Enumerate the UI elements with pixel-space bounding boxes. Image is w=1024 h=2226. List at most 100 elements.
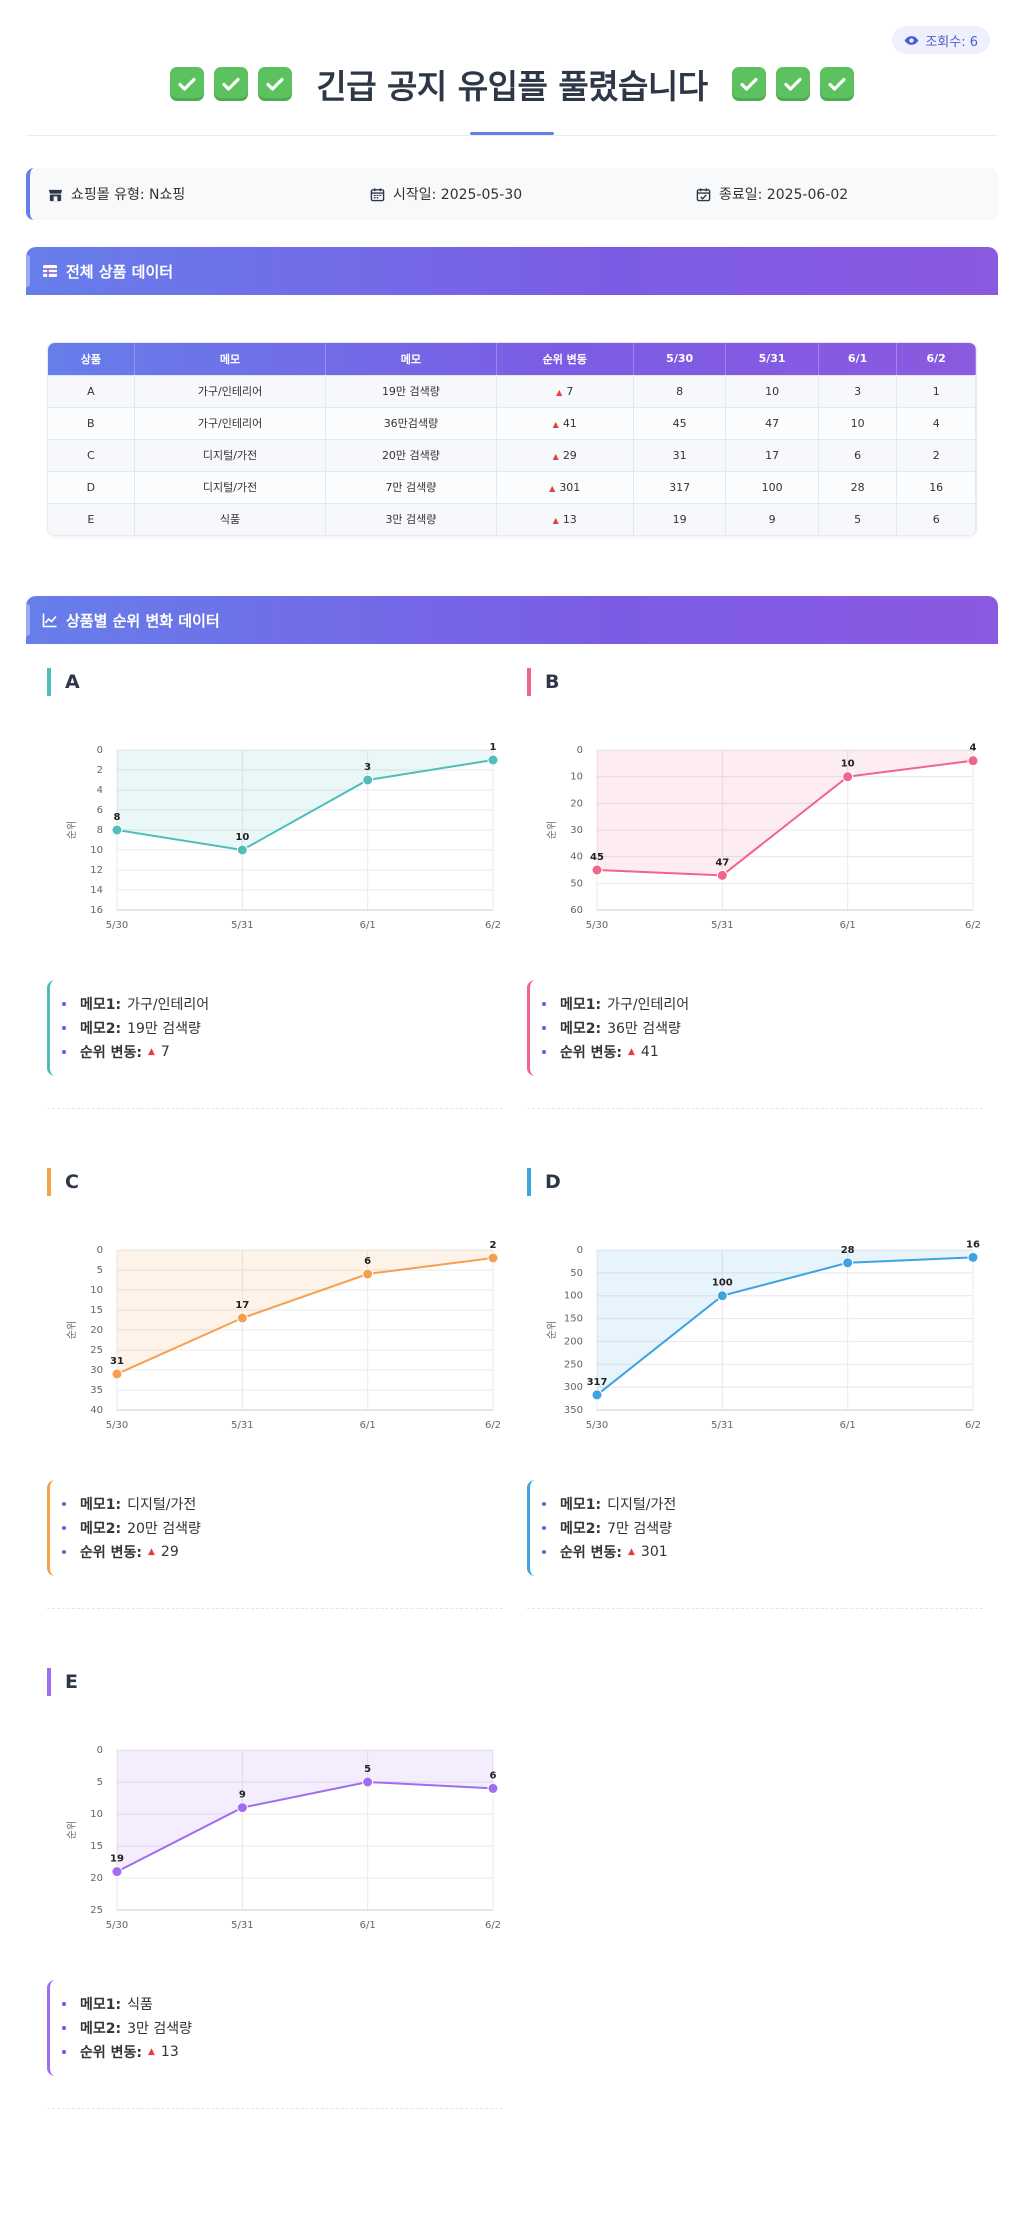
y-axis-label: 순위 [545, 821, 558, 839]
memo2-value: 19만 검색량 [127, 1021, 201, 1037]
table-cell: 100 [725, 470, 819, 503]
memo2-value: 36만 검색량 [607, 1021, 681, 1037]
data-point [716, 1290, 728, 1302]
table-cell: D [48, 470, 135, 503]
y-axis-label: 순위 [545, 1321, 558, 1339]
rank-change-item: 순위 변동: ▲ 29 [62, 1540, 503, 1564]
card-divider [47, 1108, 503, 1109]
chart-section-title: 상품별 순위 변화 데이터 [66, 611, 220, 630]
series-line [596, 1256, 974, 1396]
product-memo: 메모1: 식품 메모2: 3만 검색량 순위 변동: ▲ 13 [47, 1980, 503, 2076]
memo1-value: 디지털/가전 [607, 1497, 677, 1513]
data-label: 100 [712, 1278, 733, 1289]
data-point [236, 1802, 248, 1814]
card-divider [47, 1608, 503, 1609]
product-table: 상품 메모 메모 순위 변동 5/30 5/31 6/1 6/2 A 가구/인테리어 19만 검색… [47, 342, 977, 536]
table-cell: 36만검색량 [325, 406, 497, 439]
product-card-title: E [47, 1668, 78, 1696]
x-tick-label: 5/31 [711, 1420, 733, 1431]
memo1-label: 메모1: [80, 1997, 122, 2013]
memo2-label: 메모2: [80, 2021, 122, 2037]
x-tick-label: 6/2 [485, 920, 501, 931]
table-header-cell: 메모 [134, 343, 327, 375]
table-cell: 디지털/가전 [134, 470, 327, 503]
table-cell: 3만 검색량 [325, 502, 497, 535]
check-mark-button-icon [775, 67, 810, 101]
memo1-item: 메모1: 디지털/가전 [542, 1492, 983, 1516]
product-card-title: A [47, 668, 80, 696]
end-date-info: 종료일: 2025-06-02 [696, 184, 848, 204]
x-tick-label: 5/31 [231, 920, 253, 931]
table-cell: 7만 검색량 [325, 470, 497, 503]
product-memo: 메모1: 디지털/가전 메모2: 20만 검색량 순위 변동: ▲ 29 [47, 1480, 503, 1576]
table-cell: 31 [633, 438, 727, 471]
rank-change-label: 순위 변동: [80, 1045, 142, 1061]
check-mark-button-icon [214, 67, 249, 101]
y-tick-label: 14 [90, 885, 103, 896]
data-label: 4 [970, 743, 977, 754]
data-label: 9 [239, 1790, 246, 1801]
table-header-cell: 6/2 [896, 343, 976, 375]
y-tick-label: 25 [90, 1905, 103, 1916]
y-axis-label: 순위 [65, 821, 78, 839]
calendar-check-icon [696, 187, 711, 201]
table-header-cell: 순위 변동 [496, 343, 634, 375]
memo1-value: 디지털/가전 [127, 1497, 197, 1513]
page-header: 긴급 공지 유입플 풀렸습니다 [0, 60, 1024, 108]
store-icon [48, 189, 63, 201]
product-card-title: B [527, 668, 559, 696]
y-tick-label: 10 [90, 845, 103, 856]
data-label: 6 [364, 1256, 371, 1267]
x-tick-label: 5/30 [586, 920, 608, 931]
memo1-value: 가구/인테리어 [607, 997, 690, 1013]
memo1-item: 메모1: 디지털/가전 [62, 1492, 503, 1516]
table-row: B 가구/인테리어 36만검색량 ▲ 41 45 47 10 4 [48, 406, 976, 439]
y-tick-label: 60 [570, 905, 583, 916]
line-chart-icon [42, 613, 57, 628]
y-tick-label: 300 [564, 1382, 583, 1393]
table-row: C 디지털/가전 20만 검색량 ▲ 29 31 17 6 2 [48, 438, 976, 471]
data-point [111, 824, 123, 836]
y-tick-label: 50 [570, 878, 583, 889]
y-tick-label: 250 [564, 1359, 583, 1370]
y-tick-label: 10 [90, 1809, 103, 1820]
memo2-value: 3만 검색량 [127, 2021, 192, 2037]
table-section-header: 전체 상품 데이터 [26, 247, 998, 295]
rank-up-icon: ▲ [148, 2047, 155, 2057]
data-label: 28 [841, 1245, 855, 1256]
table-header-cell: 상품 [48, 343, 135, 375]
data-label: 8 [114, 812, 121, 823]
y-tick-label: 8 [97, 825, 103, 836]
shop-type-info: 쇼핑몰 유형: N쇼핑 [48, 184, 185, 204]
series-area [117, 1250, 493, 1374]
data-point [591, 1389, 603, 1401]
y-tick-label: 200 [564, 1336, 583, 1347]
table-row: A 가구/인테리어 19만 검색량 ▲ 7 8 10 3 1 [48, 374, 976, 407]
memo1-label: 메모1: [80, 997, 122, 1013]
x-tick-label: 6/2 [485, 1420, 501, 1431]
series-line [116, 1780, 494, 1873]
y-tick-label: 16 [90, 905, 103, 916]
rank-change-value: 41 [640, 1044, 659, 1060]
memo1-value: 가구/인테리어 [127, 997, 210, 1013]
x-tick-label: 5/30 [106, 1920, 128, 1931]
table-cell: 19만 검색량 [325, 374, 497, 407]
data-point [716, 869, 728, 881]
rank-up-icon: ▲ [148, 1547, 155, 1557]
rank-line-chart: 0 5 10 15 20 25 30 35 405/30 5/31 6/1 6/2 순위 31 17 6 2 [65, 1240, 501, 1431]
product-card-title: D [527, 1168, 561, 1196]
rank-change-item: 순위 변동: ▲ 41 [542, 1040, 983, 1064]
table-cell: 9 [725, 502, 819, 535]
y-tick-label: 12 [90, 865, 103, 876]
table-header-cell: 5/30 [633, 343, 727, 375]
rank-line-chart: 0 5 10 15 20 255/30 5/31 6/1 6/2 순위 19 9 5 6 [65, 1745, 501, 1931]
series-line [596, 759, 974, 877]
y-tick-label: 100 [564, 1291, 583, 1302]
y-tick-label: 150 [564, 1314, 583, 1325]
data-point [236, 844, 248, 856]
memo2-item: 메모2: 20만 검색량 [62, 1516, 503, 1540]
y-tick-label: 40 [570, 852, 583, 863]
table-cell: 8 [633, 374, 727, 407]
memo2-label: 메모2: [560, 1521, 602, 1537]
